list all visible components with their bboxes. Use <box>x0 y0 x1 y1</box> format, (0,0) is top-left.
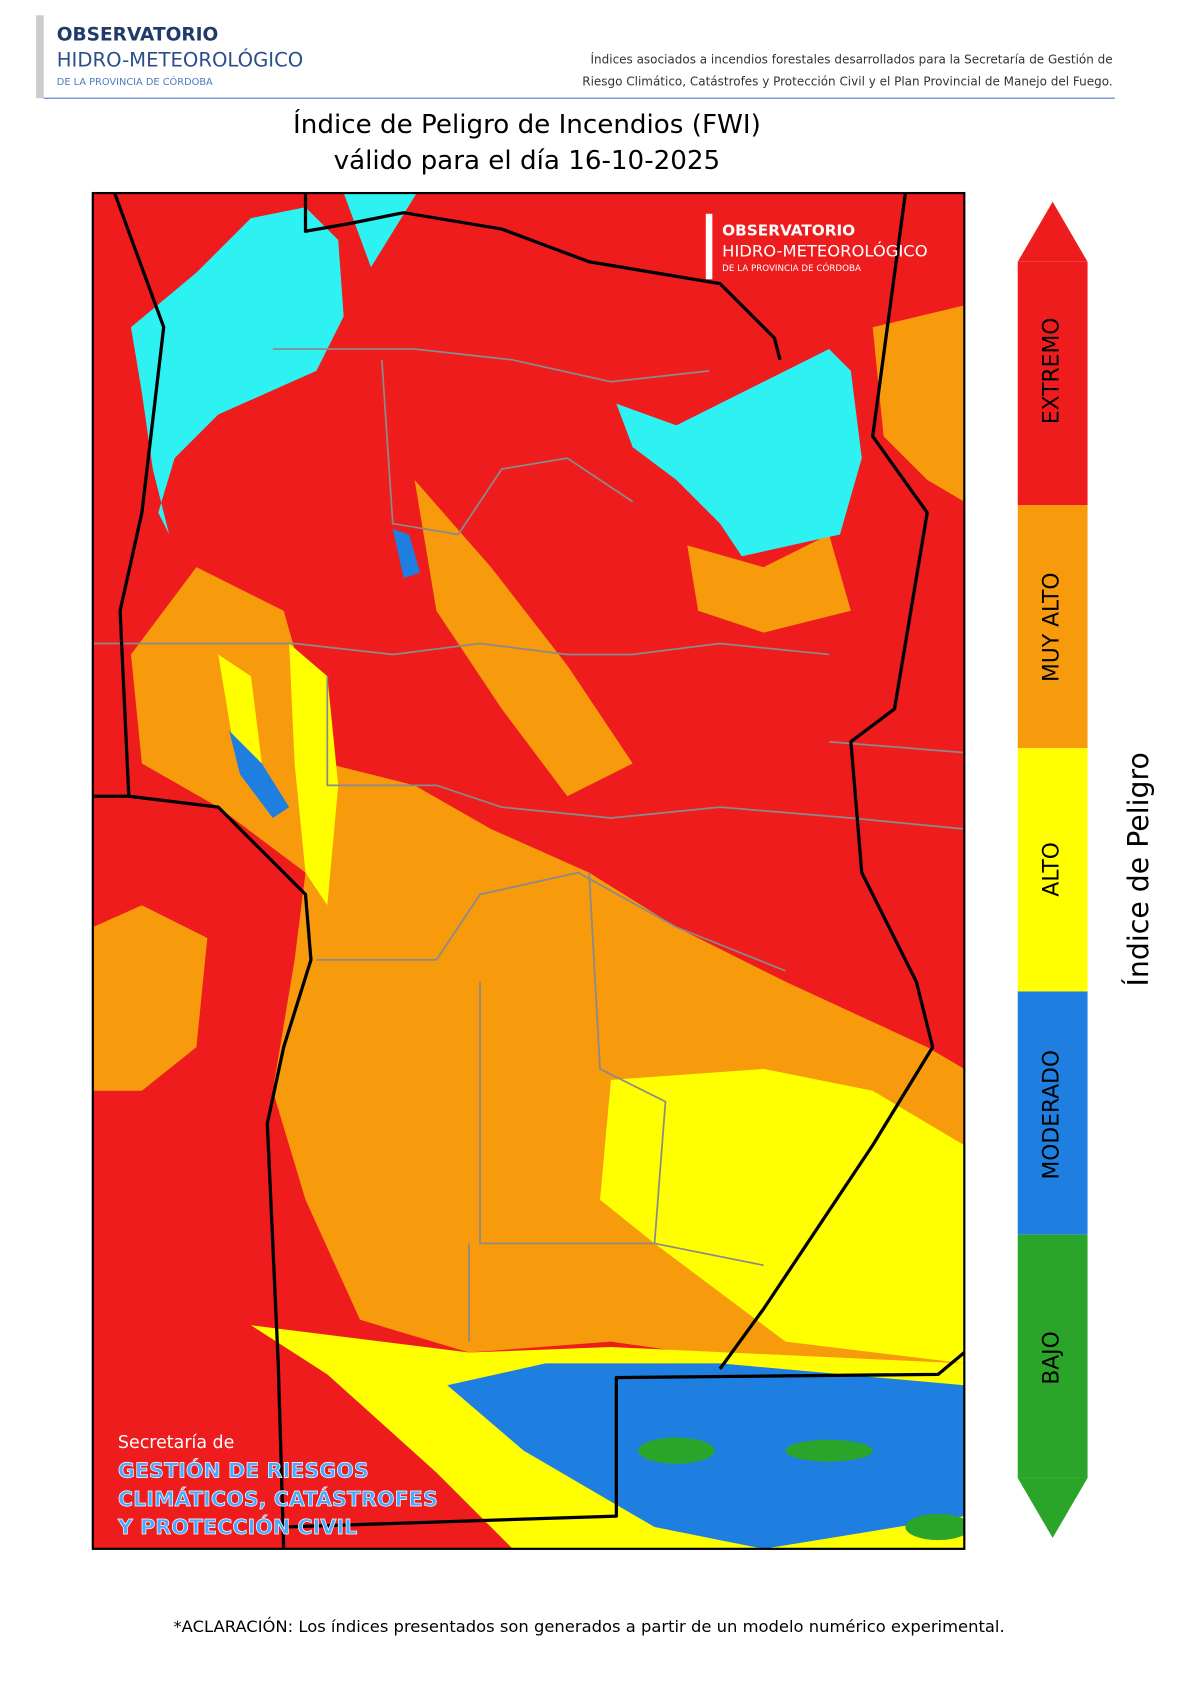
department-border <box>272 348 710 383</box>
legend-level: MUY ALTO <box>1040 572 1065 682</box>
logo-line1: OBSERVATORIO <box>57 24 218 45</box>
zone-moderado <box>229 730 290 819</box>
legend-level: EXTREMO <box>1040 318 1065 425</box>
department-border <box>92 642 830 656</box>
secretaria-line: CLIMÁTICOS, CATÁSTROFES <box>118 1486 438 1511</box>
header-description: Riesgo Climático, Catástrofes y Protecci… <box>582 74 1112 88</box>
lake <box>616 349 862 557</box>
watermark-line1: OBSERVATORIO <box>722 222 855 240</box>
secretaria-line: Y PROTECCIÓN CIVIL <box>117 1514 357 1539</box>
zone-bajo <box>638 1437 715 1464</box>
zone-alto <box>289 643 339 906</box>
zone-bajo <box>905 1513 965 1541</box>
department-border <box>316 871 786 972</box>
zone-muy-alto <box>687 534 851 633</box>
department-border <box>380 359 634 536</box>
watermark-bar <box>705 213 713 280</box>
province-border <box>128 794 313 1549</box>
department-border <box>588 872 667 1244</box>
logo-line3: DE LA PROVINCIA DE CÓRDOBA <box>57 75 213 88</box>
zone-bajo <box>785 1439 873 1462</box>
zone-muy-alto <box>92 905 208 1091</box>
legend-swatch <box>1017 261 1088 506</box>
department-border <box>479 981 764 1267</box>
legend-swatch <box>1017 505 1088 749</box>
watermark-line3: DE LA PROVINCIA DE CÓRDOBA <box>722 262 861 274</box>
province-border <box>283 1351 965 1529</box>
legend-swatch <box>1017 1234 1088 1478</box>
legend-level: ALTO <box>1040 842 1065 897</box>
legend-level: MODERADO <box>1040 1050 1065 1180</box>
map-frame <box>91 191 966 1550</box>
province-border <box>718 193 935 1370</box>
watermark-line2: HIDRO-METEOROLÓGICO <box>722 241 927 260</box>
zone-muy-alto <box>414 479 633 797</box>
legend-swatch <box>1017 748 1088 992</box>
zone-alto <box>218 654 262 764</box>
department-border <box>326 676 965 830</box>
lake <box>343 193 417 268</box>
lake <box>130 207 344 535</box>
footnote: *ACLARACIÓN: Los índices presentados son… <box>174 1617 1005 1636</box>
title: válido para el día 16-10-2025 <box>334 146 721 176</box>
header-description: Índices asociados a incendios forestales… <box>591 51 1113 66</box>
zone-muy-alto <box>872 305 965 502</box>
secretaria-line: Secretaría de <box>118 1433 234 1453</box>
secretaria-line: GESTIÓN DE RIESGOS <box>118 1457 369 1482</box>
legend-arrow <box>1017 1477 1088 1538</box>
legend-label: Índice de Peligro <box>1121 752 1155 986</box>
zone-moderado <box>392 529 421 579</box>
logo-line2: HIDRO-METEOROLÓGICO <box>57 48 303 72</box>
legend-arrow <box>1017 201 1088 262</box>
map: OBSERVATORIO HIDRO-METEOROLÓGICO DE LA P… <box>92 193 965 1549</box>
title: Índice de Peligro de Incendios (FWI) <box>293 108 761 140</box>
legend-swatch <box>1017 991 1088 1235</box>
logo-bar <box>36 15 44 99</box>
province-border <box>92 193 166 798</box>
province-border <box>303 193 782 361</box>
legend-level: BAJO <box>1040 1331 1065 1384</box>
